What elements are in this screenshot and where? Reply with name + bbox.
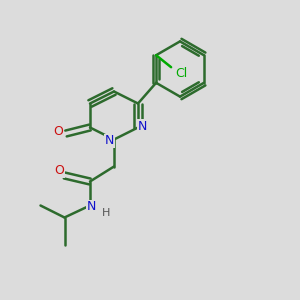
Text: O: O — [54, 125, 63, 139]
Text: H: H — [102, 208, 111, 218]
Text: N: N — [138, 119, 147, 133]
Text: O: O — [54, 164, 64, 178]
Text: N: N — [87, 200, 96, 214]
Text: N: N — [105, 134, 114, 148]
Text: Cl: Cl — [176, 67, 188, 80]
